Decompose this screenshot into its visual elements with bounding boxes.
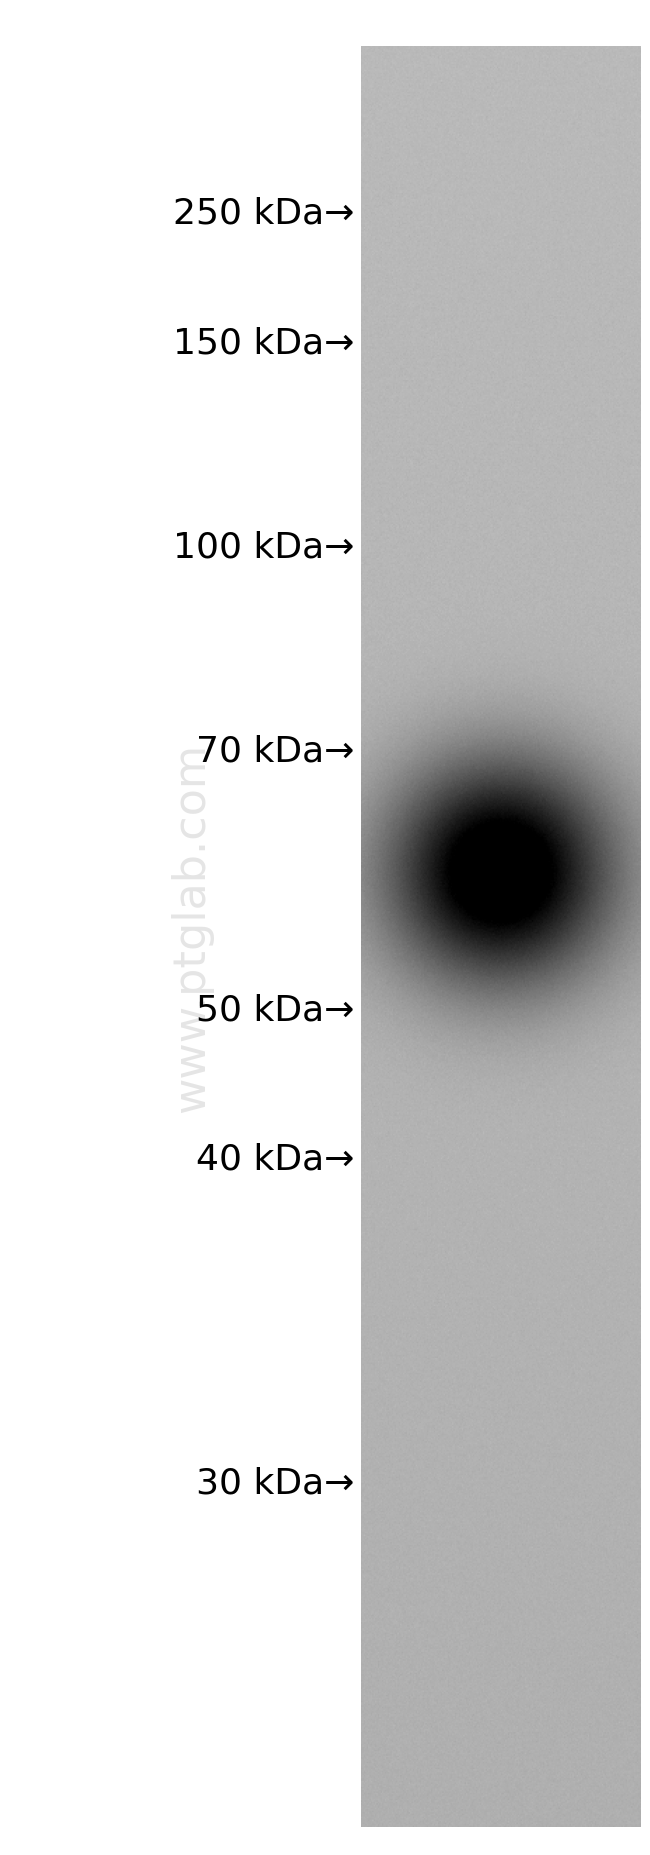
- Text: 30 kDa→: 30 kDa→: [196, 1467, 354, 1501]
- Text: 70 kDa→: 70 kDa→: [196, 735, 354, 768]
- Text: 100 kDa→: 100 kDa→: [173, 531, 354, 564]
- Text: 250 kDa→: 250 kDa→: [173, 197, 354, 230]
- Text: 40 kDa→: 40 kDa→: [196, 1143, 354, 1176]
- Text: 150 kDa→: 150 kDa→: [173, 326, 354, 360]
- Text: www.ptglab.com: www.ptglab.com: [170, 742, 213, 1113]
- Text: 50 kDa→: 50 kDa→: [196, 994, 354, 1028]
